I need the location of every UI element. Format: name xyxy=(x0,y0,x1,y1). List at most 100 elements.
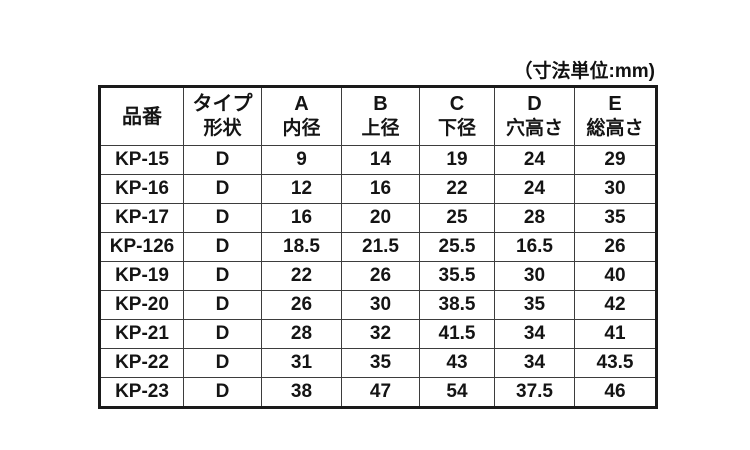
cell-c: 25.5 xyxy=(419,232,495,262)
column-header-e-letter: E xyxy=(608,93,622,116)
column-header-b-letter: B xyxy=(373,93,388,116)
column-header-e: E 総高さ xyxy=(574,86,657,146)
column-header-e-label: 総高さ xyxy=(586,118,644,140)
table-row: KP-22 D 31 35 43 34 43.5 xyxy=(99,348,657,378)
cell-c: 35.5 xyxy=(419,261,495,291)
cell-part-number: KP-22 xyxy=(99,348,184,378)
cell-a: 26 xyxy=(261,290,342,320)
cell-a: 16 xyxy=(261,203,342,233)
cell-a: 22 xyxy=(261,261,342,291)
cell-e: 40 xyxy=(574,261,657,291)
cell-c: 38.5 xyxy=(419,290,495,320)
dimension-table-container: 品番 タイプ 形状 A 内径 xyxy=(98,85,658,409)
cell-d: 24 xyxy=(494,174,575,204)
column-header-d: D 穴高さ xyxy=(494,86,575,146)
cell-c: 19 xyxy=(419,145,495,175)
cell-b: 30 xyxy=(341,290,420,320)
cell-type: D xyxy=(183,261,262,291)
column-header-type-label-bottom: 形状 xyxy=(203,118,242,140)
cell-type: D xyxy=(183,290,262,320)
column-header-type: タイプ 形状 xyxy=(183,86,262,146)
column-header-c-label: 下径 xyxy=(437,118,476,140)
column-header-c: C 下径 xyxy=(419,86,495,146)
table-row: KP-21 D 28 32 41.5 34 41 xyxy=(99,319,657,349)
cell-b: 20 xyxy=(341,203,420,233)
cell-part-number: KP-17 xyxy=(99,203,184,233)
cell-a: 18.5 xyxy=(261,232,342,262)
cell-type: D xyxy=(183,348,262,378)
cell-part-number: KP-21 xyxy=(99,319,184,349)
column-header-a-letter: A xyxy=(294,93,309,116)
cell-type: D xyxy=(183,145,262,175)
cell-d: 16.5 xyxy=(494,232,575,262)
column-header-a-label: 内径 xyxy=(282,118,321,140)
table-header: 品番 タイプ 形状 A 内径 xyxy=(99,86,657,146)
cell-d: 30 xyxy=(494,261,575,291)
column-header-a: A 内径 xyxy=(261,86,342,146)
column-header-d-label: 穴高さ xyxy=(505,118,563,140)
column-header-b-label: 上径 xyxy=(361,118,400,140)
cell-b: 47 xyxy=(341,377,420,408)
cell-part-number: KP-19 xyxy=(99,261,184,291)
column-header-part-number-label: 品番 xyxy=(122,105,162,128)
table-row: KP-23 D 38 47 54 37.5 46 xyxy=(99,377,657,408)
cell-part-number: KP-126 xyxy=(99,232,184,262)
cell-type: D xyxy=(183,319,262,349)
cell-c: 22 xyxy=(419,174,495,204)
column-header-part-number: 品番 xyxy=(99,86,184,146)
cell-b: 32 xyxy=(341,319,420,349)
column-header-type-label-top: タイプ xyxy=(192,93,253,116)
table-row: KP-15 D 9 14 19 24 29 xyxy=(99,145,657,175)
cell-type: D xyxy=(183,174,262,204)
column-header-c-letter: C xyxy=(449,93,465,116)
cell-b: 26 xyxy=(341,261,420,291)
cell-type: D xyxy=(183,377,262,408)
cell-part-number: KP-23 xyxy=(99,377,184,408)
cell-c: 43 xyxy=(419,348,495,378)
dimension-table: 品番 タイプ 形状 A 内径 xyxy=(98,85,658,409)
units-caption: （寸法単位:mm) xyxy=(98,56,655,83)
cell-a: 9 xyxy=(261,145,342,175)
cell-b: 21.5 xyxy=(341,232,420,262)
cell-e: 41 xyxy=(574,319,657,349)
cell-d: 34 xyxy=(494,319,575,349)
units-caption-text: （寸法単位:mm) xyxy=(513,61,655,82)
cell-d: 35 xyxy=(494,290,575,320)
cell-d: 28 xyxy=(494,203,575,233)
cell-d: 24 xyxy=(494,145,575,175)
cell-b: 16 xyxy=(341,174,420,204)
cell-d: 37.5 xyxy=(494,377,575,408)
table-header-row: 品番 タイプ 形状 A 内径 xyxy=(99,86,657,146)
cell-e: 46 xyxy=(574,377,657,408)
cell-e: 43.5 xyxy=(574,348,657,378)
cell-part-number: KP-20 xyxy=(99,290,184,320)
table-row: KP-17 D 16 20 25 28 35 xyxy=(99,203,657,233)
table-row: KP-16 D 12 16 22 24 30 xyxy=(99,174,657,204)
cell-b: 14 xyxy=(341,145,420,175)
table-body: KP-15 D 9 14 19 24 29 KP-16 D 12 16 22 2… xyxy=(99,145,657,408)
cell-a: 28 xyxy=(261,319,342,349)
cell-type: D xyxy=(183,232,262,262)
cell-c: 25 xyxy=(419,203,495,233)
cell-a: 31 xyxy=(261,348,342,378)
table-row: KP-20 D 26 30 38.5 35 42 xyxy=(99,290,657,320)
cell-b: 35 xyxy=(341,348,420,378)
cell-type: D xyxy=(183,203,262,233)
cell-e: 30 xyxy=(574,174,657,204)
table-row: KP-19 D 22 26 35.5 30 40 xyxy=(99,261,657,291)
cell-c: 41.5 xyxy=(419,319,495,349)
column-header-b: B 上径 xyxy=(341,86,420,146)
table-row: KP-126 D 18.5 21.5 25.5 16.5 26 xyxy=(99,232,657,262)
cell-c: 54 xyxy=(419,377,495,408)
cell-a: 38 xyxy=(261,377,342,408)
cell-d: 34 xyxy=(494,348,575,378)
cell-a: 12 xyxy=(261,174,342,204)
cell-part-number: KP-15 xyxy=(99,145,184,175)
cell-part-number: KP-16 xyxy=(99,174,184,204)
cell-e: 26 xyxy=(574,232,657,262)
cell-e: 29 xyxy=(574,145,657,175)
column-header-d-letter: D xyxy=(527,93,542,116)
cell-e: 35 xyxy=(574,203,657,233)
cell-e: 42 xyxy=(574,290,657,320)
